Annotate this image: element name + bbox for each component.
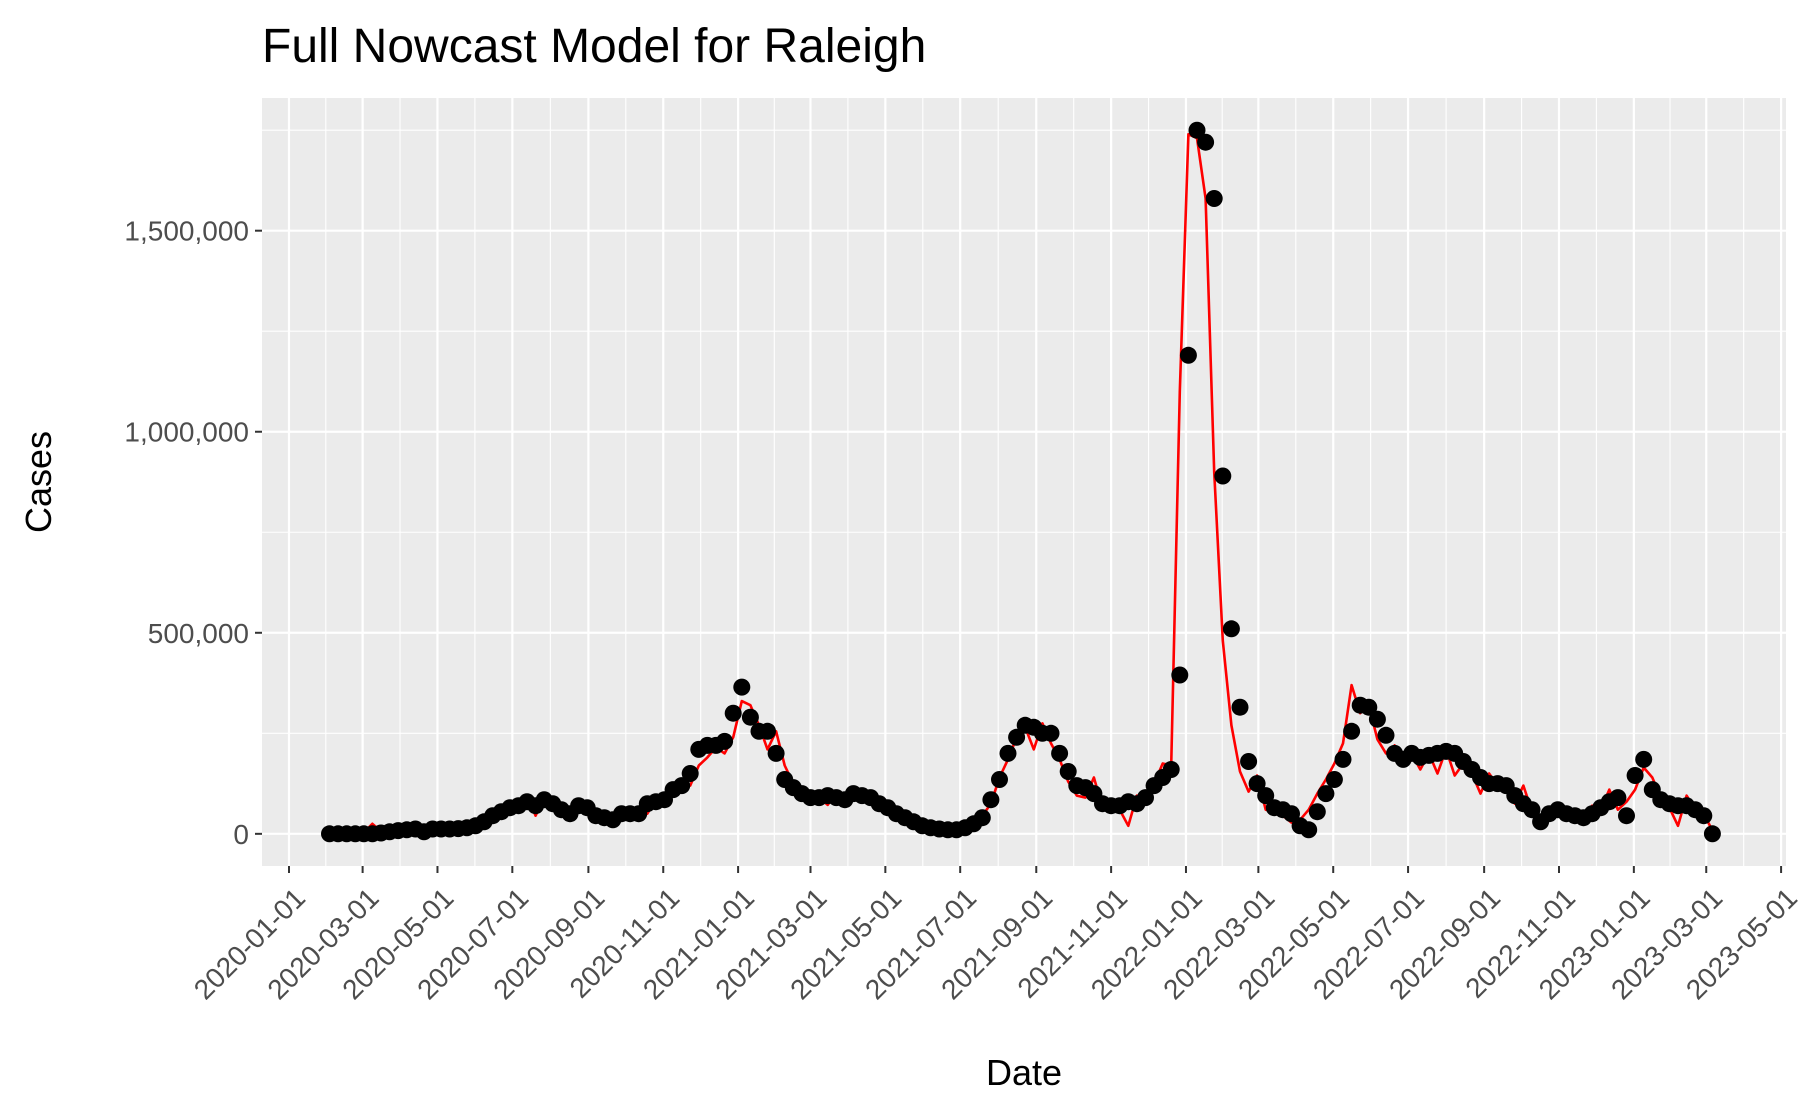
- data-point: [1205, 190, 1223, 207]
- data-point: [681, 765, 699, 782]
- data-point: [1523, 801, 1541, 819]
- data-point: [1300, 821, 1318, 839]
- data-point: [1635, 750, 1653, 768]
- data-point: [999, 744, 1017, 762]
- data-point: [673, 777, 691, 795]
- y-tick-label: 0: [233, 819, 249, 850]
- data-point: [1283, 805, 1300, 823]
- data-point: [1051, 744, 1069, 762]
- data-point: [1609, 789, 1627, 807]
- data-point: [1343, 722, 1361, 740]
- data-point: [1703, 825, 1721, 843]
- data-point: [1059, 763, 1077, 780]
- data-point: [982, 791, 1000, 809]
- data-point: [1248, 775, 1266, 793]
- data-point: [991, 771, 1008, 788]
- y-tick-label: 1,000,000: [124, 417, 249, 448]
- data-point: [1334, 750, 1352, 768]
- data-point: [1377, 726, 1395, 744]
- data-point: [1008, 728, 1026, 746]
- data-point: [767, 744, 785, 762]
- data-point: [1188, 121, 1206, 139]
- data-point: [1695, 807, 1713, 825]
- chart-title: Full Nowcast Model for Raleigh: [262, 20, 926, 73]
- data-point: [1042, 724, 1060, 742]
- data-point: [973, 809, 991, 827]
- data-point: [1325, 771, 1343, 788]
- data-point: [1308, 803, 1326, 821]
- data-point: [724, 704, 742, 722]
- data-point: [1257, 787, 1275, 805]
- data-point: [1626, 767, 1644, 784]
- data-point: [733, 678, 751, 696]
- grid-major: [262, 98, 1786, 866]
- data-point: [1240, 753, 1258, 770]
- data-point: [1368, 710, 1386, 728]
- y-axis-title: Cases: [18, 431, 59, 533]
- data-point: [741, 708, 759, 726]
- data-point: [1214, 467, 1232, 485]
- x-axis-title: Date: [986, 1052, 1062, 1093]
- data-point: [1618, 807, 1635, 825]
- series-layer: [321, 121, 1721, 843]
- data-point: [1231, 698, 1249, 716]
- data-point: [1222, 620, 1240, 638]
- data-point: [1197, 133, 1215, 151]
- data-point: [1360, 698, 1378, 716]
- data-point: [716, 732, 734, 750]
- y-tick-label: 500,000: [148, 618, 249, 649]
- y-tick-label: 1,500,000: [124, 216, 249, 247]
- data-point: [1179, 346, 1197, 364]
- plot-panel: [262, 98, 1786, 866]
- data-point: [1162, 761, 1180, 778]
- data-point: [759, 722, 776, 740]
- data-point: [1137, 789, 1154, 807]
- data-point: [1317, 785, 1335, 803]
- data-point: [1171, 666, 1189, 684]
